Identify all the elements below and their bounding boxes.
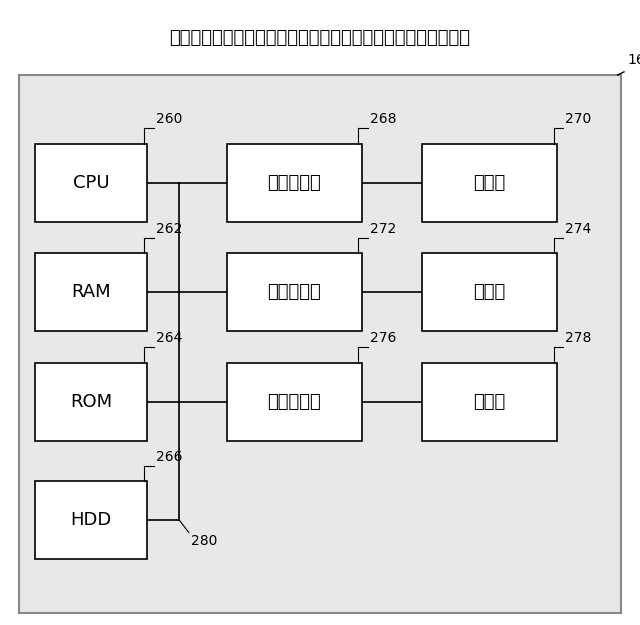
Bar xyxy=(35,481,147,559)
Text: CPU: CPU xyxy=(73,174,109,192)
Text: 262: 262 xyxy=(156,222,182,236)
Text: 本発明の一実施形態における管理サーバのハードウェア構成図: 本発明の一実施形態における管理サーバのハードウェア構成図 xyxy=(170,29,470,46)
Bar xyxy=(19,75,621,612)
Bar xyxy=(422,253,557,331)
Text: 274: 274 xyxy=(565,222,591,236)
Bar xyxy=(422,362,557,441)
Text: 276: 276 xyxy=(370,331,396,345)
Text: 通信部: 通信部 xyxy=(474,174,506,192)
Bar xyxy=(422,144,557,222)
Text: 268: 268 xyxy=(370,112,396,126)
Bar xyxy=(227,253,362,331)
Text: 160: 160 xyxy=(627,54,640,68)
Text: 表示部: 表示部 xyxy=(474,283,506,301)
Bar xyxy=(35,253,147,331)
Text: 278: 278 xyxy=(565,331,591,345)
Bar xyxy=(227,362,362,441)
Text: ROM: ROM xyxy=(70,392,112,411)
Text: 266: 266 xyxy=(156,450,182,464)
Text: 通信制御部: 通信制御部 xyxy=(268,174,321,192)
Text: 入力部: 入力部 xyxy=(474,392,506,411)
Text: 264: 264 xyxy=(156,331,182,345)
Bar xyxy=(227,144,362,222)
Text: RAM: RAM xyxy=(72,283,111,301)
Text: 表示制御部: 表示制御部 xyxy=(268,283,321,301)
Bar xyxy=(35,144,147,222)
Text: 入力制御部: 入力制御部 xyxy=(268,392,321,411)
Text: 280: 280 xyxy=(191,534,217,548)
Text: HDD: HDD xyxy=(70,511,112,529)
Text: 260: 260 xyxy=(156,112,182,126)
Text: 270: 270 xyxy=(565,112,591,126)
Bar xyxy=(35,362,147,441)
Text: 272: 272 xyxy=(370,222,396,236)
